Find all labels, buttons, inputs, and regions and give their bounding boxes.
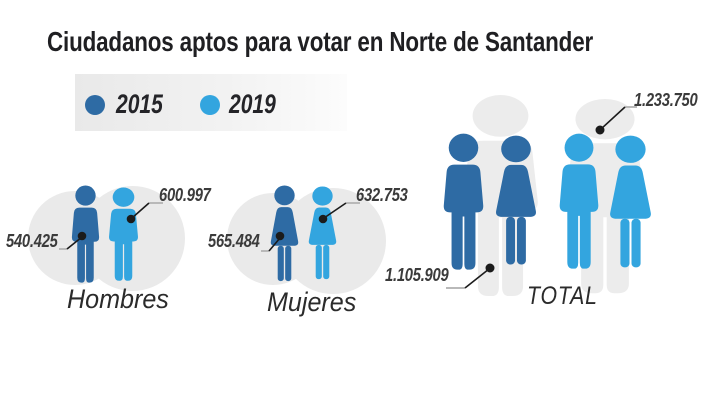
female-figure-2019-icon (308, 186, 337, 280)
page-title: Ciudadanos aptos para votar en Norte de … (47, 26, 594, 57)
total-male-figure-2015-icon (443, 133, 484, 270)
total-female-figure-2015-icon (496, 135, 536, 265)
value-label-total-2019: 1.233.750 (634, 90, 698, 110)
legend-label-2015: 2015 (116, 89, 163, 119)
female-figure-2015-icon (270, 185, 299, 282)
male-figure-2015-icon (71, 185, 100, 283)
legend-label-2019: 2019 (229, 89, 276, 119)
group-label-mujeres: Mujeres (267, 287, 357, 317)
value-label-mujeres-2019: 632.753 (356, 185, 408, 205)
group-label-total: TOTAL (527, 282, 598, 310)
value-label-hombres-2015: 540.425 (6, 231, 58, 251)
male-figure-2019-icon (109, 187, 138, 281)
total-female-figure-2019-icon (610, 135, 651, 268)
value-label-mujeres-2015: 565.484 (208, 231, 260, 251)
legend-dot-2019-icon (200, 95, 220, 115)
group-label-hombres: Hombres (67, 284, 169, 314)
value-label-total-2015: 1.105.909 (385, 265, 449, 285)
total-male-figure-2019-icon (559, 133, 599, 269)
legend-dot-2015-icon (85, 95, 105, 115)
value-label-hombres-2019: 600.997 (159, 185, 211, 205)
